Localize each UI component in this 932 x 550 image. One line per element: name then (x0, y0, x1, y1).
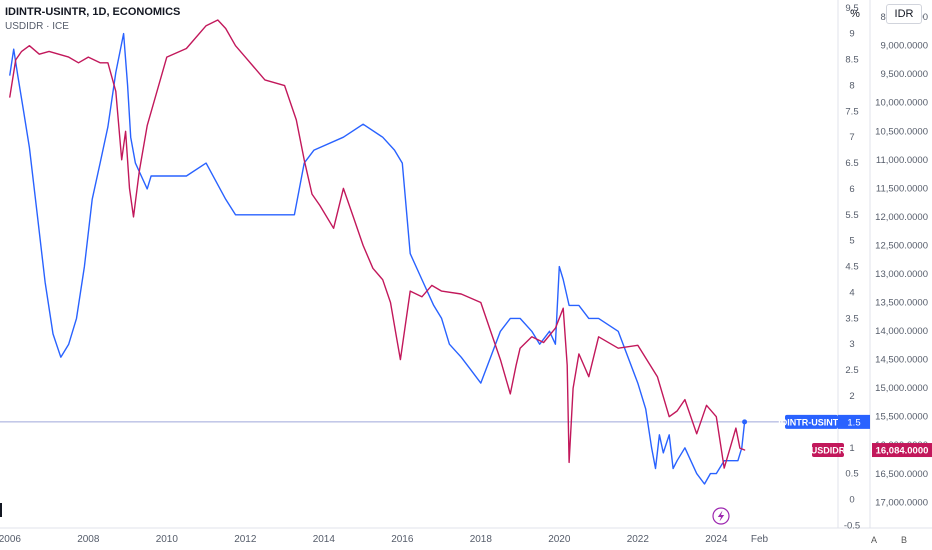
right-tick-label: 9,500.0000 (880, 69, 928, 80)
series-lines (9, 19, 748, 485)
scroll-edge-marker (0, 503, 2, 517)
time-tick-label: 2018 (470, 534, 493, 545)
left-tick-label: 9.5 (845, 3, 858, 14)
left-tick-label: 7.5 (845, 106, 858, 117)
last-value-label: 1.5 (847, 417, 860, 428)
last-value-tag-usdidr (872, 443, 932, 458)
series-line-idintr-usintr (9, 32, 746, 485)
left-tick-label: 3 (849, 339, 854, 350)
right-tick-label: 15,000.0000 (875, 383, 928, 394)
right-tick-label: 10,000.0000 (875, 98, 928, 109)
right-tick-label: 10,500.0000 (875, 126, 928, 137)
left-tick-label: 8 (849, 80, 854, 91)
right-price-axis[interactable]: 8,500.00009,000.00009,500.000010,000.000… (875, 12, 928, 508)
right-tick-label: 9,000.0000 (880, 41, 928, 52)
series-name-tag-spread (785, 414, 838, 429)
percent-unit: % (850, 7, 860, 20)
left-tick-label: 2.5 (845, 365, 858, 376)
right-tick-label: 12,000.0000 (875, 212, 928, 223)
left-tick-label: 1 (849, 443, 854, 454)
right-tick-label: 11,000.0000 (876, 155, 928, 166)
auto-scale-button[interactable]: A (870, 535, 877, 545)
time-tick-label: 2012 (234, 534, 257, 545)
time-tick-label: 2020 (548, 534, 571, 545)
right-tick-label: 14,500.0000 (875, 355, 928, 366)
right-tick-label: 17,000.0000 (875, 497, 928, 508)
last-value-label: 16,084.0000 (876, 446, 929, 457)
right-tick-label: 14,000.0000 (875, 326, 928, 337)
left-tick-label: 0.5 (845, 469, 858, 480)
chart-title[interactable]: IDINTR-USINTR, 1D, ECONOMICS (5, 6, 181, 18)
left-tick-label: 5 (849, 236, 854, 247)
left-tick-label: 6.5 (845, 158, 858, 169)
left-tick-label: 4 (849, 287, 854, 298)
series-name-tag-usdidr (812, 443, 844, 458)
compare-symbol[interactable]: USDIDR · ICE (5, 21, 69, 32)
lightning-icon[interactable] (712, 507, 730, 525)
right-tick-label: 13,000.0000 (875, 269, 928, 280)
left-unit-label[interactable]: % (840, 0, 870, 27)
left-tick-label: -0.5 (844, 520, 860, 531)
left-tick-label: 5.5 (845, 210, 858, 221)
last-value-tag-spread (838, 414, 870, 429)
series-end-dot (742, 419, 748, 425)
series-name-label: USDIDR (811, 446, 846, 456)
left-tick-label: 0 (849, 495, 854, 506)
left-tick-label: 4.5 (845, 262, 858, 273)
time-tick-label: 2016 (391, 534, 414, 545)
left-tick-label: 7 (849, 132, 854, 143)
right-tick-label: 15,500.0000 (875, 412, 928, 423)
right-tick-label: 11,500.0000 (876, 183, 928, 194)
time-tick-label: 2008 (77, 534, 100, 545)
chart-legend: IDINTR-USINTR, 1D, ECONOMICS USDIDR · IC… (5, 6, 180, 32)
time-tick-label: 2014 (313, 534, 336, 545)
left-tick-label: 3.5 (845, 313, 858, 324)
right-tick-label: 12,500.0000 (875, 240, 928, 251)
time-tick-label: 2024 (705, 534, 728, 545)
currency-unit: IDR (885, 3, 923, 24)
time-tick-label: Feb (751, 534, 769, 545)
left-tick-label: 8.5 (845, 55, 858, 66)
time-axis[interactable]: 2006 2008 2010 2012 2014 2016 2018 2020 2022 2024… (0, 534, 769, 545)
time-tick-label: 2006 (0, 534, 21, 545)
series-name-label: IDINTR-USINTR (778, 417, 845, 427)
time-tick-label: 2022 (627, 534, 650, 545)
left-tick-label: 6 (849, 184, 854, 195)
left-tick-label: 2 (849, 391, 854, 402)
log-scale-button[interactable]: B (900, 535, 907, 545)
right-tick-label: 13,500.0000 (875, 298, 928, 309)
left-tick-label: 9 (849, 29, 854, 40)
time-tick-label: 2010 (156, 534, 179, 545)
last-value-labels: IDINTR-USINTR 1.5 USDIDR 16,084.0000 (778, 414, 932, 458)
left-price-axis[interactable]: 9.5 9 8.5 8 7.5 7 6.5 6 5.5 5 4.5 4 3.5 3 2.5 2 1.5 1 0.5 0… (844, 3, 860, 532)
series-line-usdidr (9, 19, 746, 469)
right-tick-label: 16,500.0000 (875, 469, 928, 480)
right-unit-label[interactable]: IDR (880, 0, 928, 27)
